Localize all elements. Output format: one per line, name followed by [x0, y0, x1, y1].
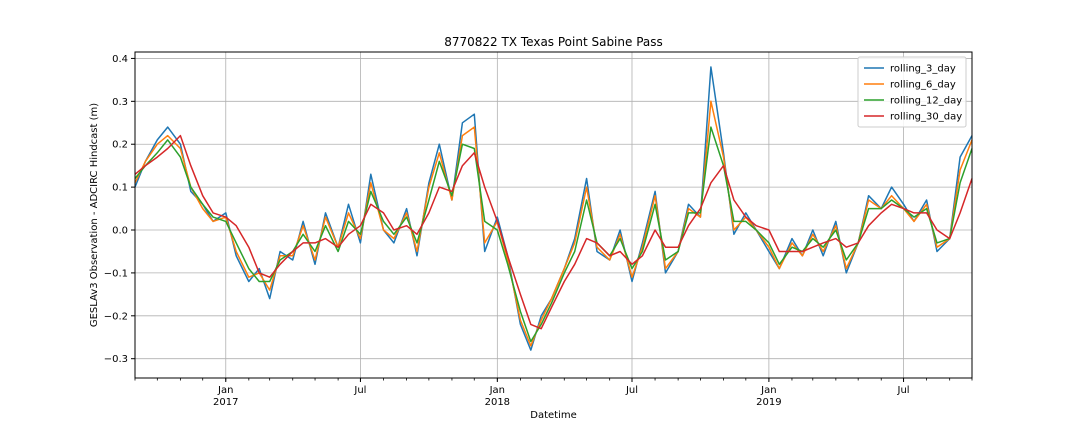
x-tick-label-month: Jan	[217, 385, 233, 396]
legend-label: rolling_30_day	[890, 112, 962, 123]
x-tick-label-month: Jul	[625, 385, 638, 396]
x-tick-label-year: 2019	[756, 397, 781, 408]
series-line-rolling-6-day	[134, 100, 973, 347]
plot-frame	[134, 51, 973, 379]
x-tick-label-month: Jan	[760, 385, 776, 396]
series-line-rolling-30-day	[134, 134, 973, 330]
x-tick-label-year: 2017	[213, 397, 238, 408]
y-tick-label: 0.2	[112, 140, 128, 151]
x-tick-label-month: Jul	[897, 385, 910, 396]
legend-label: rolling_12_day	[890, 96, 962, 107]
legend-label: rolling_3_day	[890, 64, 956, 75]
y-tick-label: 0.0	[112, 226, 128, 237]
legend: rolling_3_day rolling_6_day rolling_12_day…	[857, 56, 967, 128]
y-tick-label: 0.1	[112, 183, 128, 194]
chart-title: 8770822 TX Texas Point Sabine Pass	[444, 35, 663, 49]
series-layer	[134, 66, 973, 351]
y-tick-label: −0.2	[104, 311, 128, 322]
legend-box	[857, 56, 967, 128]
y-tick-label: 0.4	[112, 54, 128, 65]
x-tick-label-month: Jan	[489, 385, 505, 396]
y-tick-label: −0.3	[104, 354, 128, 365]
y-tick-label: 0.3	[112, 97, 128, 108]
x-tick-label-month: Jul	[353, 385, 366, 396]
series-line-rolling-12-day	[134, 126, 973, 343]
x-axis-label: Datetime	[530, 410, 577, 421]
legend-label: rolling_6_day	[890, 80, 956, 91]
y-axis-label: GESLAv3 Observation - ADCIRC Hindcast (m…	[89, 103, 100, 327]
grid-layer	[135, 52, 972, 378]
y-tick-label: −0.1	[104, 268, 128, 279]
x-tick-label-year: 2018	[485, 397, 510, 408]
series-line-rolling-3-day	[134, 66, 973, 351]
